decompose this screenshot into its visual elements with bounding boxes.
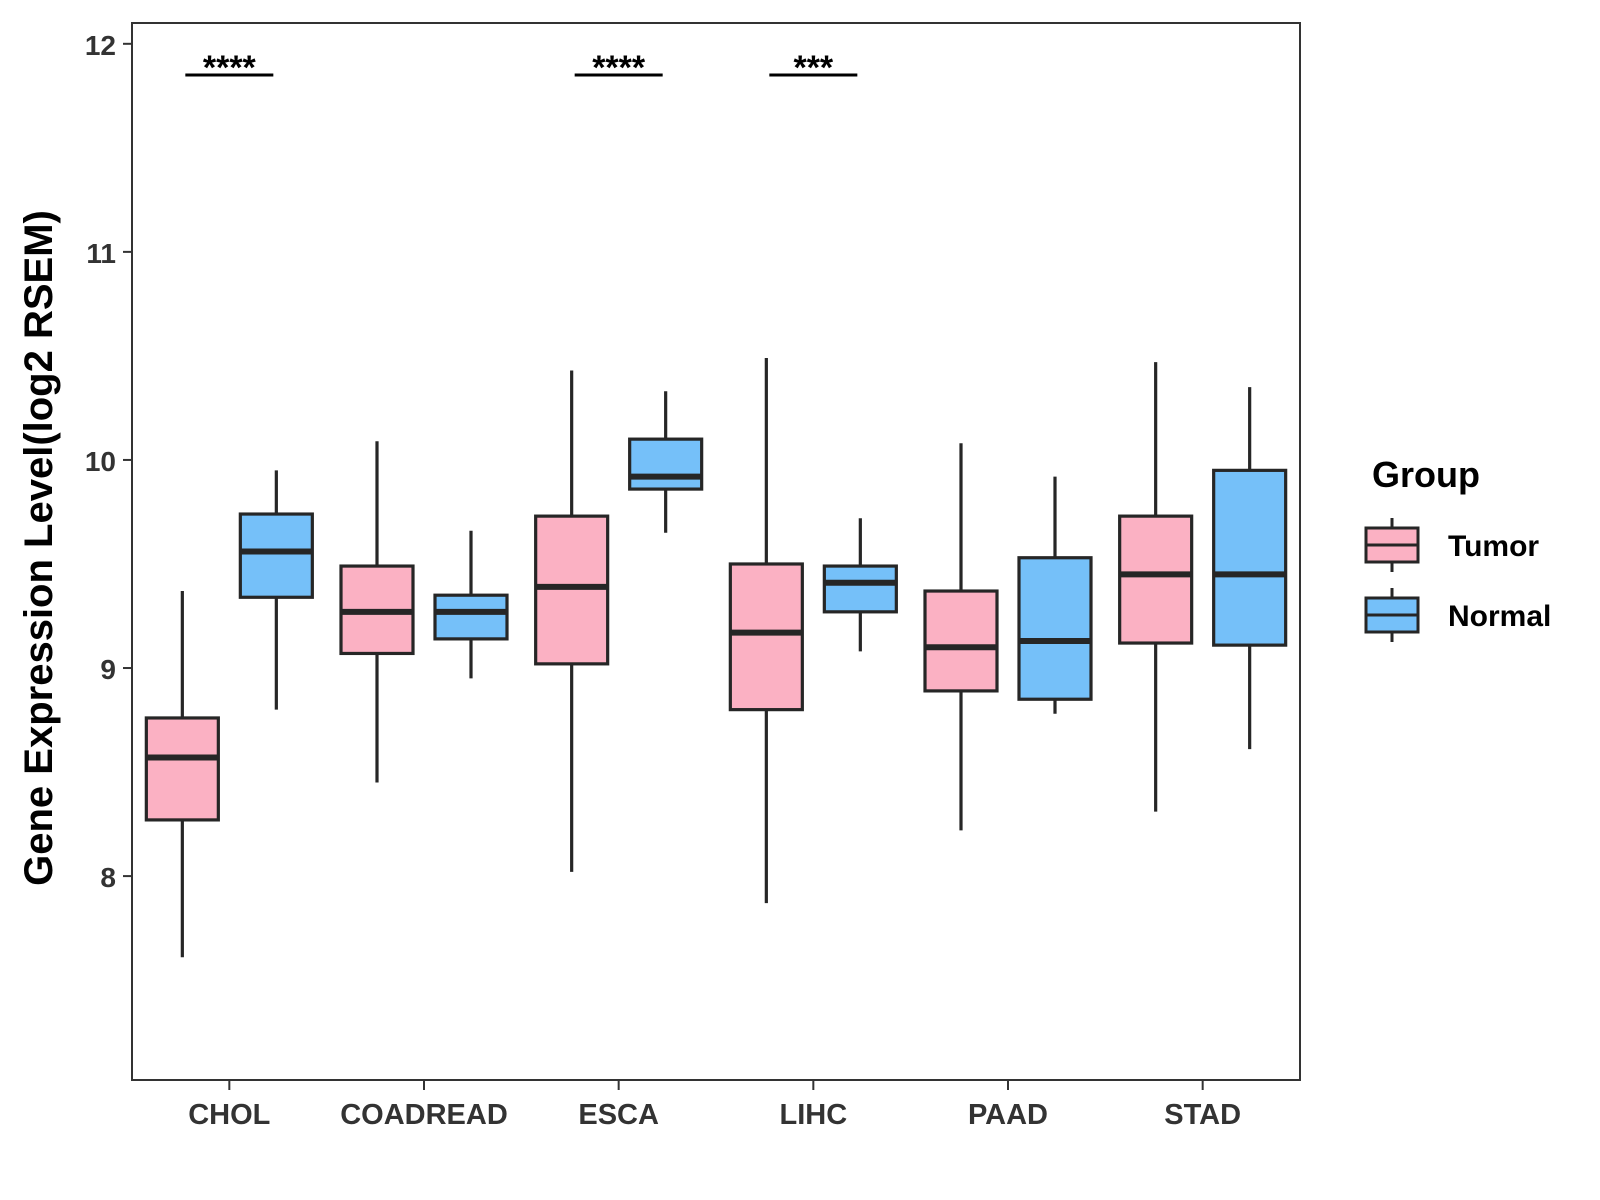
legend-label-normal: Normal	[1448, 600, 1551, 633]
y-tick-label: 10	[85, 446, 116, 477]
legend-title: Group	[1372, 454, 1480, 495]
y-tick-label: 8	[100, 862, 116, 893]
x-tick-label-esca: ESCA	[578, 1099, 659, 1131]
box-normal-chol	[238, 512, 314, 599]
y-axis-title: Gene Expression Level(log2 RSEM)	[17, 210, 61, 886]
box-normal-lihc	[822, 564, 898, 614]
box-tumor-paad	[923, 589, 999, 693]
significance-label-chol: ****	[203, 49, 257, 87]
x-tick-label-lihc: LIHC	[779, 1099, 847, 1131]
x-tick-label-stad: STAD	[1164, 1099, 1241, 1131]
box-tumor-stad	[1118, 514, 1194, 645]
y-tick-label: 11	[86, 238, 116, 269]
legend-label-tumor: Tumor	[1448, 530, 1539, 563]
x-tick-label-coadread: COADREAD	[340, 1099, 508, 1131]
box-normal-stad	[1212, 468, 1288, 647]
significance-label-esca: ****	[592, 49, 646, 87]
axes: 8 9 10 11 12 CHOL COADREAD ESCA LIHC PAAD STAD	[85, 22, 1301, 1131]
plot-panel-border	[131, 22, 1301, 1081]
legend: Group Tumor Normal	[1364, 454, 1551, 642]
plot-area: **** **** ***	[144, 49, 1288, 958]
box-normal-esca	[628, 437, 704, 491]
x-tick-label-chol: CHOL	[188, 1099, 270, 1131]
box-tumor-esca	[534, 514, 610, 666]
y-tick-label: 9	[100, 654, 116, 685]
x-tick-label-paad: PAAD	[968, 1099, 1048, 1131]
y-tick-label: 12	[85, 30, 116, 61]
significance-label-lihc: ***	[793, 49, 833, 87]
box-normal-paad	[1017, 556, 1093, 701]
box-normal-coadread	[433, 593, 509, 641]
box-tumor-lihc	[728, 562, 804, 712]
box-tumor-chol	[144, 716, 220, 822]
